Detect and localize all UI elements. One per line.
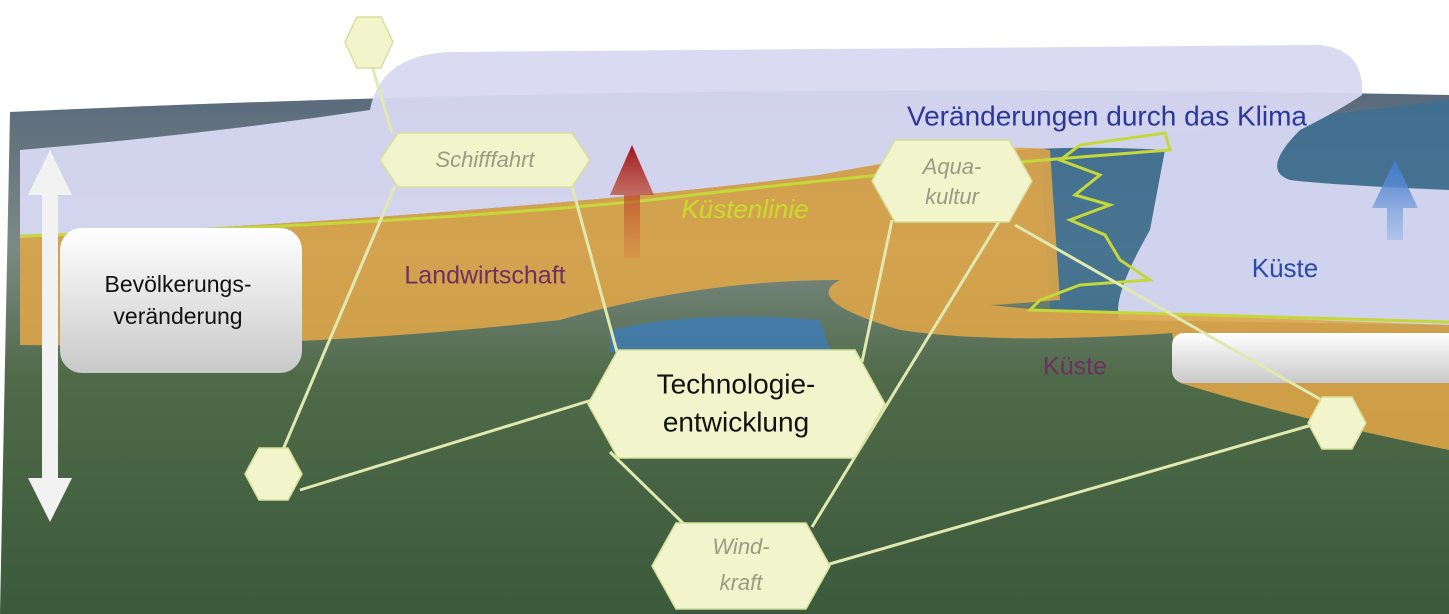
title: Veränderungen durch das Klima [907, 100, 1307, 131]
population-arrow [28, 150, 72, 522]
red-arrow [610, 145, 654, 258]
node-label: Technologie- [657, 368, 816, 399]
climate-band [20, 45, 1449, 325]
connections [280, 65, 1326, 567]
lake [610, 316, 830, 359]
hex-shipping [379, 132, 591, 188]
population-label: Bevölkerungs- [104, 271, 251, 297]
node-label: kultur [925, 184, 980, 209]
hex-small [1307, 396, 1367, 450]
region-label: Küste [1043, 353, 1107, 381]
land-band [20, 147, 1449, 450]
node-label: Aqua- [921, 154, 982, 179]
side-bar [1172, 333, 1449, 383]
hex-small [344, 16, 394, 69]
hex-small [244, 447, 303, 501]
population-label: veränderung [113, 303, 242, 329]
region-label: Landwirtschaft [404, 262, 565, 290]
node-label: Schifffahrt [435, 147, 535, 172]
population-box [60, 228, 302, 373]
hex-aquaculture [871, 139, 1033, 223]
node-label: kraft [720, 570, 764, 595]
coastline [19, 131, 1449, 324]
region-label: Küste [1252, 253, 1319, 283]
coastline-label: Küstenlinie [681, 194, 808, 224]
hex-wind [651, 522, 831, 610]
hex-technology [587, 349, 886, 459]
node-label: Wind- [712, 534, 769, 559]
node-label: entwicklung [663, 406, 809, 437]
blue-arrow [1372, 160, 1418, 240]
